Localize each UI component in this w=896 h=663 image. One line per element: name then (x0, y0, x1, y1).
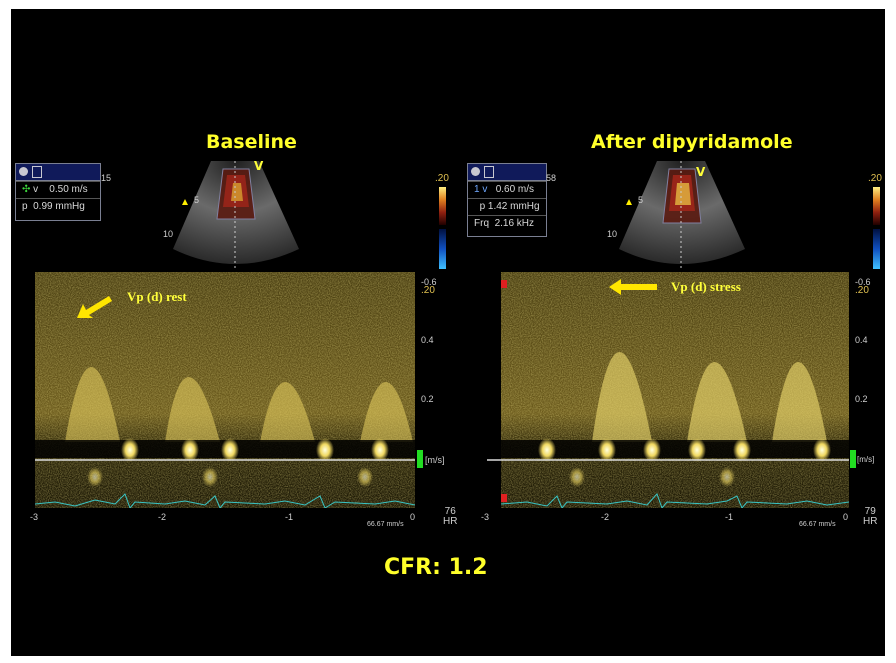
baseline-marker (850, 450, 856, 468)
circle-icon (19, 167, 28, 176)
y-tick-02: 0.2 (855, 394, 868, 404)
rest-arrow (77, 296, 112, 318)
depth-10: 10 (163, 229, 174, 239)
sweep-speed: 66.67 mm/s (799, 521, 836, 528)
y-tick-02: 0.2 (421, 394, 434, 404)
yellow-marker-icon (626, 199, 632, 205)
after-dipyridamole-title: After dipyridamole (591, 131, 793, 153)
x-tick-0: 0 (410, 512, 416, 522)
heart-rate: 79 HR (863, 506, 878, 527)
stress-echo-sector (619, 161, 745, 269)
color-scale-bar (439, 187, 446, 225)
baseline-title: Baseline (206, 131, 297, 153)
y-tick-04: 0.4 (855, 335, 868, 345)
scale-top: .20 (868, 173, 882, 184)
info-header (16, 164, 100, 181)
velocity-row: 1 v 0.60 m/s (468, 181, 546, 198)
x-tick-0: 0 (843, 512, 849, 522)
baseline-doppler-trace (35, 272, 415, 508)
circle-icon (471, 167, 480, 176)
pressure-row: p 0.99 mmHg (16, 198, 100, 215)
color-scale-bar (873, 187, 880, 225)
scale-bottom: .20 (421, 285, 435, 296)
heart-rate: 76 HR (443, 506, 458, 527)
x-tick-1: -1 (285, 512, 294, 522)
x-tick-2: -2 (601, 512, 610, 522)
y-tick-04: 0.4 (421, 335, 434, 345)
frequency-row: Frq 2.16 kHz (468, 215, 546, 232)
stress-info-box: 1 v 0.60 m/s p 1.42 mmHg Frq 2.16 kHz (467, 163, 547, 237)
depth-5: 5 (194, 195, 200, 205)
depth-5: 5 (638, 195, 644, 205)
stress-arrow (609, 279, 657, 295)
target-icon: ✣ (22, 184, 34, 195)
x-tick-3: -3 (30, 512, 39, 522)
unit-label: [m/s] (425, 455, 445, 465)
color-scale-bar-lower (873, 229, 880, 269)
probe-icon (484, 166, 494, 178)
yellow-marker-icon (182, 199, 188, 205)
info-header (468, 164, 546, 181)
cfr-value: CFR: 1.2 (384, 555, 488, 580)
pressure-row: p 1.42 mmHg (468, 198, 546, 215)
side-number: 15 (101, 173, 112, 183)
probe-icon (32, 166, 42, 178)
y-tick-06: -0.6 (855, 277, 871, 287)
unit-label: [m/s] (857, 455, 875, 464)
baseline-echo-sector (173, 161, 299, 269)
baseline-marker (417, 450, 423, 468)
stress-annotation: Vp (d) stress (671, 279, 741, 294)
baseline-info-box: ✣ v 0.50 m/s p 0.99 mmHg (15, 163, 101, 221)
stress-doppler-trace (487, 272, 849, 508)
y-tick-06: -0.6 (421, 277, 437, 287)
slide: Baseline ✣ v 0.50 m/s p 0.99 mmHg 15 V 5… (11, 9, 885, 656)
x-tick-3: -3 (481, 512, 490, 522)
velocity-row: ✣ v 0.50 m/s (16, 181, 100, 198)
rest-annotation: Vp (d) rest (127, 289, 187, 304)
scale-bottom: .20 (855, 285, 869, 296)
color-scale-bar-lower (439, 229, 446, 269)
sector-v-marker: V (254, 159, 264, 173)
sector-v-marker: V (696, 165, 706, 179)
x-tick-1: -1 (725, 512, 734, 522)
scale-top: .20 (435, 173, 449, 184)
depth-10: 10 (607, 229, 618, 239)
side-number: 58 (546, 173, 557, 183)
x-tick-2: -2 (158, 512, 167, 522)
sweep-speed: 66.67 mm/s (367, 521, 404, 528)
